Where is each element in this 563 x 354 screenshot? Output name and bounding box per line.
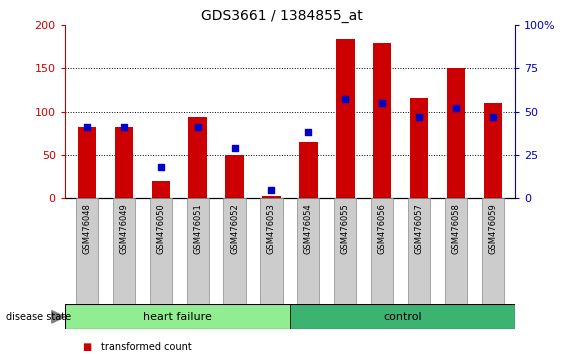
Text: GSM476051: GSM476051 bbox=[193, 204, 202, 254]
Text: disease state: disease state bbox=[6, 312, 71, 322]
Text: GSM476058: GSM476058 bbox=[452, 204, 461, 255]
FancyBboxPatch shape bbox=[297, 198, 319, 304]
Bar bbox=[225, 155, 244, 198]
FancyBboxPatch shape bbox=[65, 304, 290, 329]
FancyBboxPatch shape bbox=[186, 198, 209, 304]
FancyBboxPatch shape bbox=[76, 198, 98, 304]
Bar bbox=[262, 196, 281, 198]
Text: GSM476055: GSM476055 bbox=[341, 204, 350, 254]
Point bbox=[489, 114, 498, 120]
Point bbox=[415, 114, 424, 120]
FancyBboxPatch shape bbox=[334, 198, 356, 304]
Point bbox=[378, 100, 387, 106]
Text: GSM476059: GSM476059 bbox=[489, 204, 498, 254]
Text: ■: ■ bbox=[82, 342, 91, 352]
Text: GSM476049: GSM476049 bbox=[119, 204, 128, 254]
Point bbox=[304, 130, 313, 135]
Point bbox=[230, 145, 239, 151]
FancyBboxPatch shape bbox=[371, 198, 394, 304]
Point bbox=[119, 124, 128, 130]
Text: GSM476054: GSM476054 bbox=[304, 204, 313, 254]
Point bbox=[341, 97, 350, 102]
Text: transformed count: transformed count bbox=[101, 342, 192, 352]
Text: control: control bbox=[383, 312, 422, 322]
FancyBboxPatch shape bbox=[113, 198, 135, 304]
Bar bbox=[299, 142, 318, 198]
Bar bbox=[189, 117, 207, 198]
FancyBboxPatch shape bbox=[224, 198, 245, 304]
Point bbox=[267, 187, 276, 193]
Bar bbox=[410, 98, 428, 198]
Point bbox=[193, 124, 202, 130]
Polygon shape bbox=[52, 311, 65, 323]
FancyBboxPatch shape bbox=[261, 198, 283, 304]
Point bbox=[452, 105, 461, 111]
Text: GSM476050: GSM476050 bbox=[156, 204, 165, 254]
Text: GSM476057: GSM476057 bbox=[415, 204, 424, 255]
Bar bbox=[78, 127, 96, 198]
FancyBboxPatch shape bbox=[408, 198, 430, 304]
Text: GDS3661 / 1384855_at: GDS3661 / 1384855_at bbox=[200, 9, 363, 23]
Bar bbox=[115, 127, 133, 198]
Bar bbox=[484, 103, 502, 198]
Text: GSM476053: GSM476053 bbox=[267, 204, 276, 255]
FancyBboxPatch shape bbox=[150, 198, 172, 304]
FancyBboxPatch shape bbox=[290, 304, 515, 329]
Bar bbox=[336, 39, 355, 198]
FancyBboxPatch shape bbox=[482, 198, 504, 304]
Text: GSM476056: GSM476056 bbox=[378, 204, 387, 255]
Text: GSM476052: GSM476052 bbox=[230, 204, 239, 254]
Text: heart failure: heart failure bbox=[143, 312, 212, 322]
Bar bbox=[151, 181, 170, 198]
Point bbox=[82, 124, 91, 130]
FancyBboxPatch shape bbox=[445, 198, 467, 304]
Bar bbox=[373, 43, 391, 198]
Bar bbox=[447, 68, 465, 198]
Text: GSM476048: GSM476048 bbox=[82, 204, 91, 255]
Point bbox=[156, 164, 165, 170]
